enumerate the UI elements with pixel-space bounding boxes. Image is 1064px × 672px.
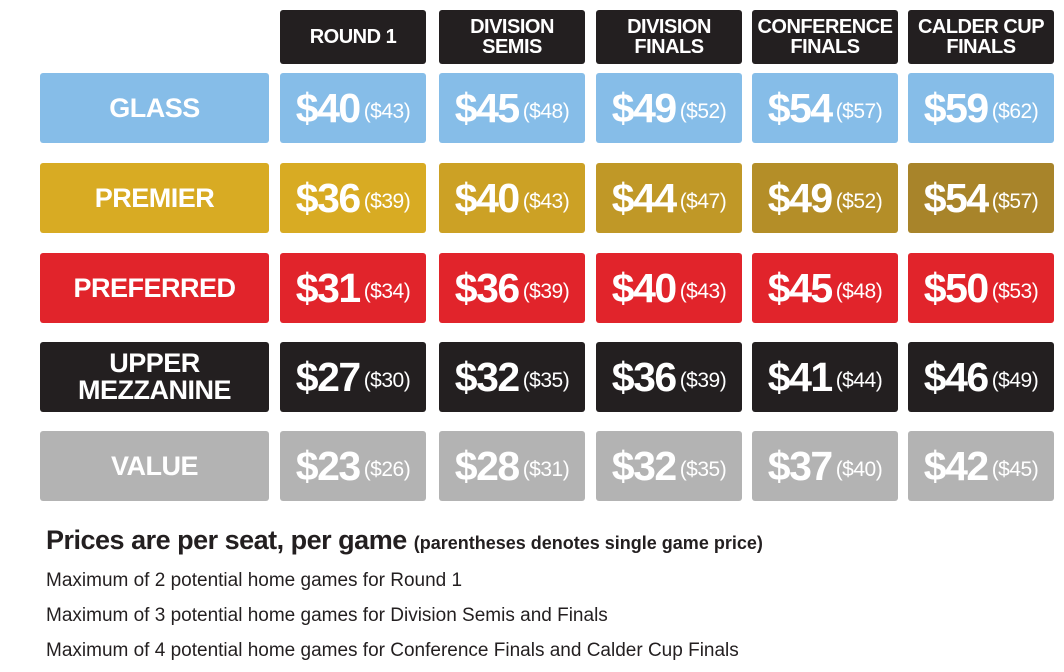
series-price: $23 [295, 442, 361, 489]
single-game-price: ($26) [363, 458, 411, 481]
single-game-price: ($53) [991, 280, 1039, 303]
series-price: $59 [923, 84, 989, 131]
price-cell-upper-mezzanine-2: $32 ($35) [439, 342, 585, 412]
column-header-calder-cup-finals: CALDER CUP FINALS [908, 10, 1054, 64]
price-cell-preferred-3: $40 ($43) [596, 253, 742, 323]
price-cell-premier-4: $49 ($52) [752, 163, 898, 233]
series-price: $54 [923, 174, 989, 221]
price-cell-upper-mezzanine-1: $27 ($30) [280, 342, 426, 412]
price-cell-glass-3: $49 ($52) [596, 73, 742, 143]
row-label-upper-mezzanine: UPPER MEZZANINE [40, 342, 269, 412]
series-price: $49 [611, 84, 677, 131]
single-game-price: ($43) [363, 100, 411, 123]
price-cell-glass-5: $59 ($62) [908, 73, 1054, 143]
single-game-price: ($57) [835, 100, 883, 123]
row-label-premier: PREMIER [40, 163, 269, 233]
notes-headline-text: Prices are per seat, per game [46, 525, 407, 555]
row-label-preferred: PREFERRED [40, 253, 269, 323]
single-game-price: ($39) [679, 369, 727, 392]
note-line-division: Maximum of 3 potential home games for Di… [46, 605, 608, 626]
price-cell-preferred-2: $36 ($39) [439, 253, 585, 323]
series-price: $45 [454, 84, 520, 131]
price-cell-preferred-5: $50 ($53) [908, 253, 1054, 323]
single-game-price: ($31) [522, 458, 570, 481]
price-cell-upper-mezzanine-3: $36 ($39) [596, 342, 742, 412]
price-cell-value-3: $32 ($35) [596, 431, 742, 501]
series-price: $36 [295, 174, 361, 221]
notes-headline: Prices are per seat, per game (parenthes… [46, 520, 1046, 563]
series-price: $40 [295, 84, 361, 131]
series-price: $54 [767, 84, 833, 131]
price-cell-premier-2: $40 ($43) [439, 163, 585, 233]
price-cell-premier-3: $44 ($47) [596, 163, 742, 233]
series-price: $32 [454, 353, 520, 400]
single-game-price: ($47) [679, 190, 727, 213]
column-header-round-1: ROUND 1 [280, 10, 426, 64]
note-line-round-1: Maximum of 2 potential home games for Ro… [46, 570, 463, 591]
series-price: $36 [611, 353, 677, 400]
price-cell-glass-4: $54 ($57) [752, 73, 898, 143]
price-cell-premier-5: $54 ($57) [908, 163, 1054, 233]
column-header-division-finals: DIVISION FINALS [596, 10, 742, 64]
pricing-notes: Prices are per seat, per game (parenthes… [46, 520, 1046, 668]
single-game-price: ($40) [835, 458, 883, 481]
single-game-price: ($57) [991, 190, 1039, 213]
single-game-price: ($35) [679, 458, 727, 481]
series-price: $49 [767, 174, 833, 221]
single-game-price: ($48) [835, 280, 883, 303]
price-cell-value-1: $23 ($26) [280, 431, 426, 501]
column-header-conference-finals: CONFERENCE FINALS [752, 10, 898, 64]
single-game-price: ($35) [522, 369, 570, 392]
series-price: $36 [454, 264, 520, 311]
single-game-price: ($45) [991, 458, 1039, 481]
series-price: $45 [767, 264, 833, 311]
row-label-glass: GLASS [40, 73, 269, 143]
price-cell-glass-2: $45 ($48) [439, 73, 585, 143]
single-game-price: ($43) [522, 190, 570, 213]
series-price: $50 [923, 264, 989, 311]
single-game-price: ($52) [835, 190, 883, 213]
single-game-price: ($52) [679, 100, 727, 123]
note-line-finals: Maximum of 4 potential home games for Co… [46, 640, 739, 661]
price-cell-premier-1: $36 ($39) [280, 163, 426, 233]
row-label-value: VALUE [40, 431, 269, 501]
series-price: $41 [767, 353, 833, 400]
price-cell-glass-1: $40 ($43) [280, 73, 426, 143]
series-price: $31 [295, 264, 361, 311]
series-price: $40 [454, 174, 520, 221]
single-game-price: ($39) [363, 190, 411, 213]
price-cell-value-2: $28 ($31) [439, 431, 585, 501]
price-cell-upper-mezzanine-4: $41 ($44) [752, 342, 898, 412]
series-price: $40 [611, 264, 677, 311]
single-game-price: ($39) [522, 280, 570, 303]
price-cell-preferred-4: $45 ($48) [752, 253, 898, 323]
price-cell-upper-mezzanine-5: $46 ($49) [908, 342, 1054, 412]
series-price: $28 [454, 442, 520, 489]
series-price: $27 [295, 353, 361, 400]
single-game-price: ($44) [835, 369, 883, 392]
single-game-price: ($49) [991, 369, 1039, 392]
series-price: $42 [923, 442, 989, 489]
single-game-price: ($30) [363, 369, 411, 392]
series-price: $37 [767, 442, 833, 489]
series-price: $32 [611, 442, 677, 489]
notes-headline-sub: (parentheses denotes single game price) [413, 533, 763, 553]
column-header-division-semis: DIVISION SEMIS [439, 10, 585, 64]
single-game-price: ($62) [991, 100, 1039, 123]
price-cell-value-5: $42 ($45) [908, 431, 1054, 501]
price-cell-value-4: $37 ($40) [752, 431, 898, 501]
price-cell-preferred-1: $31 ($34) [280, 253, 426, 323]
series-price: $46 [923, 353, 989, 400]
single-game-price: ($48) [522, 100, 570, 123]
single-game-price: ($34) [363, 280, 411, 303]
single-game-price: ($43) [679, 280, 727, 303]
series-price: $44 [611, 174, 677, 221]
